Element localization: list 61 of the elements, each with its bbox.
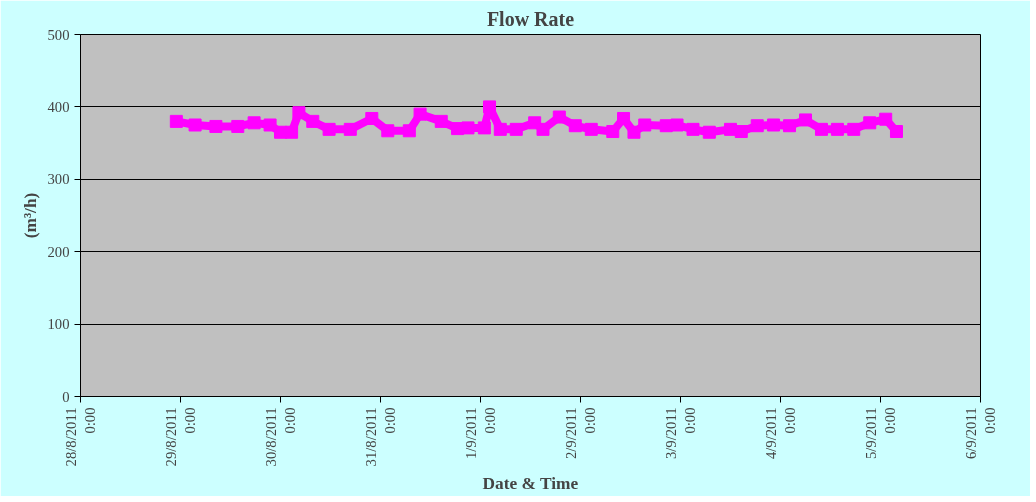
point (365, 111, 379, 125)
point (830, 122, 844, 136)
point (536, 122, 550, 136)
x-tick-label: 28/8/2011 0:00 (62, 407, 99, 467)
point (381, 124, 395, 138)
point (814, 122, 828, 136)
y-axis-title: (m³/h) (20, 192, 40, 239)
point (509, 122, 523, 136)
point (322, 122, 336, 136)
y-tick-label: 300 (47, 171, 70, 188)
y-tick-label: 100 (47, 316, 70, 333)
point (606, 125, 620, 139)
point (477, 121, 491, 135)
x-tick-label: 2/9/2011 0:00 (562, 407, 599, 460)
point (169, 114, 183, 128)
x-tick-label: 4/9/2011 0:00 (762, 407, 799, 460)
point (734, 125, 748, 139)
point (306, 114, 320, 128)
y-tick-label: 400 (47, 98, 70, 115)
point (461, 121, 475, 135)
point (889, 125, 903, 139)
x-tick-label: 6/9/2011 0:00 (962, 407, 999, 460)
point (584, 122, 598, 136)
point (767, 118, 781, 132)
point (413, 107, 427, 121)
x-tick-label: 31/8/2011 0:00 (362, 407, 399, 467)
point (285, 125, 299, 139)
point (686, 122, 700, 136)
x-axis-title: Date & Time (482, 474, 579, 494)
point (247, 116, 261, 130)
point (493, 122, 507, 136)
point (670, 118, 684, 132)
point (863, 116, 877, 130)
y-tick-label: 500 (47, 26, 70, 43)
x-tick-label: 1/9/2011 0:00 (462, 407, 499, 460)
point (627, 125, 641, 139)
y-tick-label: 200 (47, 243, 70, 260)
point (209, 119, 223, 133)
point (568, 119, 582, 133)
point (552, 110, 566, 124)
point (750, 119, 764, 133)
chart-title: Flow Rate (486, 7, 575, 30)
point (263, 118, 277, 132)
x-tick-label: 30/8/2011 0:00 (262, 407, 299, 467)
point (483, 100, 497, 114)
x-tick-label: 5/9/2011 0:00 (862, 407, 899, 460)
point (343, 122, 357, 136)
point (638, 118, 652, 132)
point (292, 106, 306, 120)
point (783, 119, 797, 133)
point (799, 113, 812, 127)
x-tick-label: 29/8/2011 0:00 (162, 407, 199, 467)
point (434, 114, 448, 128)
point (702, 125, 716, 139)
point (188, 118, 202, 132)
point (847, 122, 861, 136)
x-tick-label: 3/9/2011 0:00 (662, 407, 699, 460)
point (879, 112, 893, 126)
point (231, 119, 245, 133)
point (402, 124, 416, 138)
y-tick-label: 0 (62, 388, 70, 405)
